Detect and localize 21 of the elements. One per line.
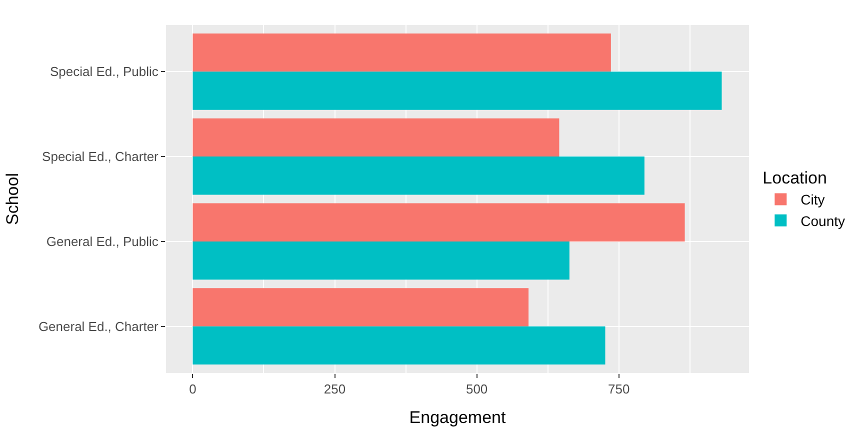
x-tick-label: 750 bbox=[608, 382, 630, 397]
y-tick-label: General Ed., Public bbox=[46, 234, 159, 249]
bar bbox=[192, 203, 685, 242]
y-tick-label: General Ed., Charter bbox=[38, 318, 160, 334]
y-tick-label: Special Ed., Charter bbox=[42, 149, 160, 164]
bar bbox=[192, 241, 570, 280]
bar bbox=[192, 33, 611, 72]
y-axis-title: School bbox=[2, 173, 22, 225]
bar bbox=[192, 72, 722, 110]
bar bbox=[192, 156, 644, 195]
x-tick-label: 500 bbox=[466, 382, 488, 397]
bar bbox=[192, 326, 606, 365]
x-axis-title: Engagement bbox=[409, 408, 506, 427]
bar bbox=[192, 118, 560, 157]
legend-label: County bbox=[800, 212, 846, 229]
legend-label: City bbox=[800, 192, 825, 208]
x-tick-label: 0 bbox=[189, 382, 196, 397]
y-tick-label: Special Ed., Public bbox=[50, 64, 159, 80]
x-tick-label: 250 bbox=[324, 382, 346, 397]
bar bbox=[192, 288, 529, 326]
legend-title: Location bbox=[762, 168, 827, 188]
